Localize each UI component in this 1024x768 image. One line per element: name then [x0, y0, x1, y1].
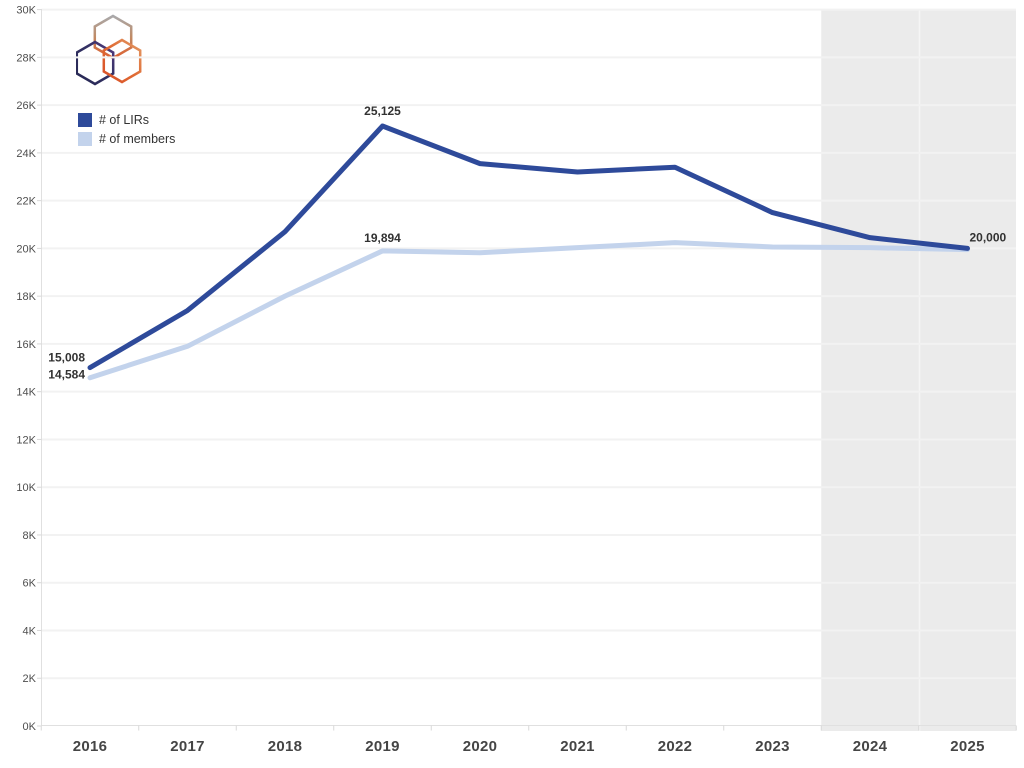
x-axis-label: 2016 [73, 738, 108, 755]
logo-hexagon-bottom-left [76, 40, 115, 86]
x-axis-label: 2023 [755, 738, 790, 755]
y-axis-label: 22K [16, 196, 36, 208]
y-axis-label: 8K [23, 530, 37, 542]
members-color-swatch [78, 131, 92, 146]
x-axis-label: 2025 [950, 738, 985, 755]
x-axis-label: 2022 [658, 738, 693, 755]
forecast-band [821, 9, 1016, 731]
y-axis-label: 30K [16, 5, 36, 17]
y-axis-label: 4K [23, 625, 37, 637]
x-axis-label: 2024 [853, 738, 888, 755]
series-line-members[interactable] [87, 240, 970, 381]
legend-label-lirs: # of LIRs [99, 112, 150, 127]
lirs-color-swatch [78, 112, 92, 127]
y-axis-label: 14K [16, 387, 36, 399]
y-axis-label: 12K [16, 434, 36, 446]
x-axis-label: 2020 [463, 738, 498, 755]
x-axis-label: 2017 [170, 738, 205, 755]
x-axis-label: 2021 [560, 738, 595, 755]
y-axis-label: 6K [23, 578, 37, 590]
data-point-label: 19,894 [364, 231, 401, 245]
data-point-label: 15,008 [48, 351, 85, 365]
data-point-label: 14,584 [48, 368, 85, 382]
y-axis-label: 18K [16, 291, 36, 303]
y-axis-label: 10K [16, 482, 36, 494]
y-axis-label: 28K [16, 52, 36, 64]
legend-label-members: # of members [99, 131, 176, 146]
data-point-label: 25,125 [364, 104, 401, 118]
y-axis-label: 26K [16, 100, 36, 112]
logo-hexagon-bottom-right [102, 38, 142, 84]
x-axis-label: 2019 [365, 738, 400, 755]
legend: # of LIRs # of members [78, 110, 175, 148]
legend-item-lirs[interactable]: # of LIRs [78, 110, 175, 129]
y-axis-label: 16K [16, 339, 36, 351]
y-axis-label: 0K [23, 721, 37, 733]
y-axis-label: 20K [16, 243, 36, 255]
y-axis-label: 24K [16, 148, 36, 160]
x-axis-label: 2018 [268, 738, 303, 755]
data-point-label: 20,000 [970, 230, 1007, 244]
series-line-lirs[interactable] [87, 123, 970, 371]
y-axis-label: 2K [23, 673, 37, 685]
legend-item-members[interactable]: # of members [78, 129, 175, 148]
